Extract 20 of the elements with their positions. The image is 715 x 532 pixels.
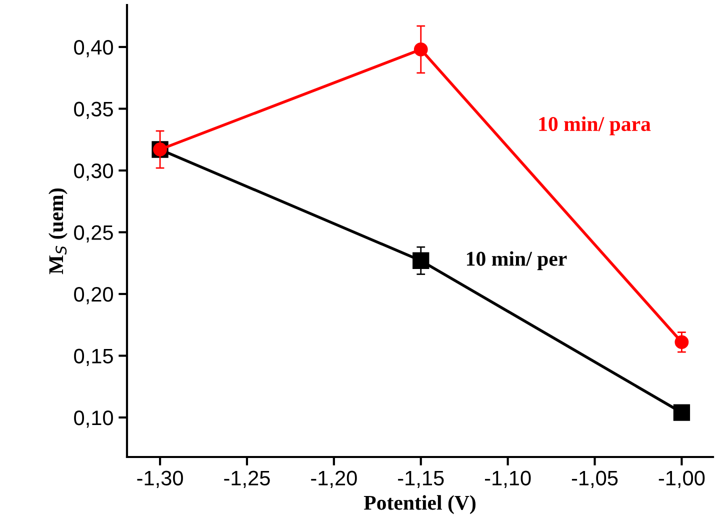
- x-tick-label: -1,00: [658, 470, 705, 488]
- x-axis-title: Potentiel (V): [364, 495, 476, 514]
- x-tick-label: -1,05: [572, 470, 618, 488]
- y-tick-label: 0,20: [74, 286, 113, 304]
- y-axis-title: M$_{S}$ (uem): [48, 188, 68, 274]
- x-tick-label: -1,20: [311, 470, 357, 488]
- point: [673, 404, 690, 421]
- y-tick-label: 0,15: [74, 348, 113, 366]
- y-tick-label: 0,10: [74, 410, 113, 428]
- x-tick-label: -1,30: [137, 470, 183, 488]
- point: [412, 252, 430, 269]
- y-tick-label: 0,30: [74, 163, 113, 181]
- series-label: 10 min/ para: [539, 116, 651, 136]
- series-label: 10 min/ per: [466, 251, 567, 270]
- x-tick-label: -1,10: [484, 470, 531, 488]
- y-tick-label: 0,25: [74, 225, 113, 242]
- y-tick-label: 0,35: [74, 102, 113, 119]
- x-tick-label: -1,15: [398, 470, 444, 488]
- y-tick-label: 0,40: [74, 40, 113, 58]
- x-tick-label: -1,25: [224, 470, 270, 488]
